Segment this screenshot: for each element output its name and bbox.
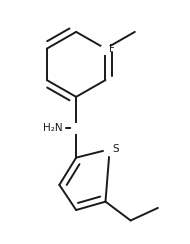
Text: H₂N: H₂N	[43, 123, 62, 133]
Text: F: F	[109, 44, 115, 54]
Text: S: S	[113, 144, 120, 154]
